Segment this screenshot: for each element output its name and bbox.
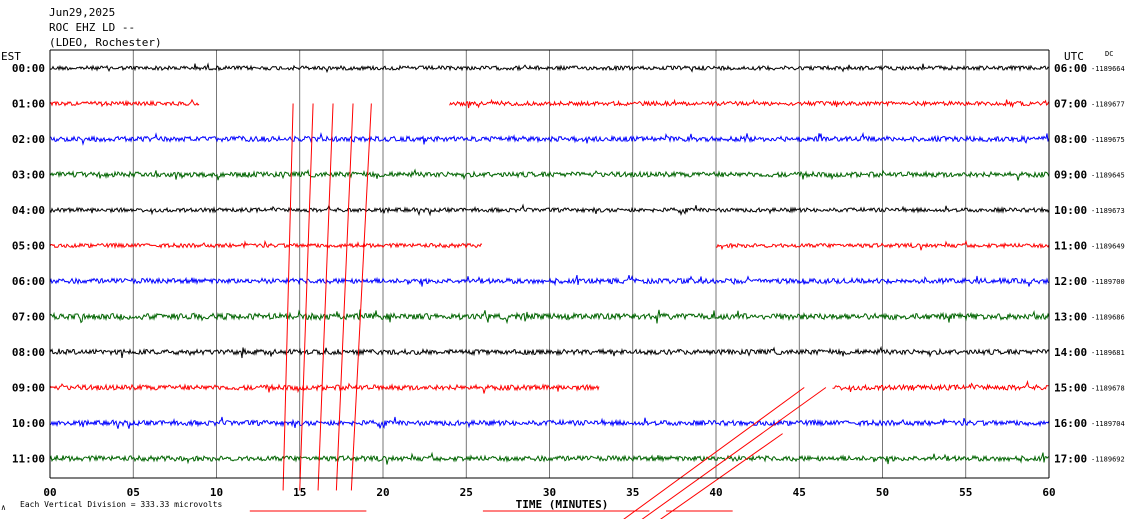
trace-0000-segment-0 <box>49 62 1050 74</box>
crossing-trace-4 <box>350 103 372 491</box>
est-label-0900: 09:00 <box>12 382 45 395</box>
utc-label-1200: 12:00 <box>1054 275 1087 288</box>
utc-label-1500: 15:00 <box>1054 382 1087 395</box>
trace-0500-segment-1 <box>715 239 1050 251</box>
utc-label-0900: 09:00 <box>1054 169 1087 182</box>
dc-offset-1000: -1189704 <box>1091 420 1125 428</box>
crossing-trace-5 <box>623 387 805 519</box>
seismic-traces <box>49 62 1050 465</box>
vertical-gridlines <box>132 50 967 478</box>
dc-offset-0900: -1189678 <box>1091 385 1125 393</box>
marker-glyph: ∧ <box>1 503 6 512</box>
crossing-traces <box>249 103 827 519</box>
trace-0600-segment-0 <box>49 274 1050 287</box>
left-timezone-label: EST <box>1 50 21 63</box>
crossing-trace-2 <box>317 103 334 491</box>
trace-0900-segment-0 <box>49 382 600 394</box>
x-tick-label-15: 15 <box>293 486 306 499</box>
crossing-trace-3 <box>335 103 354 491</box>
crossing-trace-6 <box>641 387 827 519</box>
est-label-0700: 07:00 <box>12 311 45 324</box>
utc-label-1000: 10:00 <box>1054 204 1087 217</box>
trace-0700-segment-0 <box>49 309 1050 325</box>
est-label-0300: 03:00 <box>12 169 45 182</box>
row-labels: 00:00 06:00 -1189664 01:00 07:00 -1189677 02:0… <box>12 62 1125 466</box>
utc-label-0700: 07:00 <box>1054 98 1087 111</box>
header-network: (LDEO, Rochester) <box>49 36 162 49</box>
x-tick-label-00: 00 <box>43 486 56 499</box>
trace-0100-segment-0 <box>49 98 200 108</box>
crossing-trace-1 <box>299 103 314 491</box>
dc-offset-0600: -1189700 <box>1091 278 1125 286</box>
utc-label-1400: 14:00 <box>1054 346 1087 359</box>
x-tick-label-25: 25 <box>460 486 473 499</box>
x-tick-label-50: 50 <box>876 486 889 499</box>
trace-0200-segment-0 <box>49 131 1050 146</box>
est-label-0800: 08:00 <box>12 346 45 359</box>
right-timezone-label: UTC <box>1064 50 1084 63</box>
x-tick-label-35: 35 <box>626 486 639 499</box>
utc-label-1700: 17:00 <box>1054 453 1087 466</box>
est-label-0000: 00:00 <box>12 62 45 75</box>
dc-offset-0700: -1189686 <box>1091 314 1125 322</box>
scale-note: Each Vertical Division = 333.33 microvol… <box>20 500 222 509</box>
utc-label-1300: 13:00 <box>1054 311 1087 324</box>
trace-1100-segment-0 <box>49 451 1050 465</box>
trace-0800-segment-0 <box>49 345 1050 359</box>
est-label-0600: 06:00 <box>12 275 45 288</box>
dc-offset-0300: -1189645 <box>1091 172 1125 180</box>
dc-offset-0000: -1189664 <box>1091 65 1125 73</box>
trace-0400-segment-0 <box>49 203 1050 217</box>
x-tick-label-60: 60 <box>1042 486 1055 499</box>
x-tick-label-05: 05 <box>127 486 140 499</box>
utc-label-1100: 11:00 <box>1054 240 1087 253</box>
x-tick-label-55: 55 <box>959 486 972 499</box>
x-tick-label-10: 10 <box>210 486 223 499</box>
utc-label-0600: 06:00 <box>1054 62 1087 75</box>
crossing-trace-7 <box>660 433 783 519</box>
est-label-0100: 01:00 <box>12 98 45 111</box>
est-label-1000: 10:00 <box>12 417 45 430</box>
trace-0900-segment-1 <box>832 379 1049 393</box>
dc-offset-0200: -1189675 <box>1091 136 1125 144</box>
header-date: Jun29,2025 <box>49 6 115 19</box>
est-label-0200: 02:00 <box>12 133 45 146</box>
x-tick-label-20: 20 <box>376 486 389 499</box>
x-tick-labels: 00 05 10 15 20 25 30 35 40 45 50 55 60 <box>43 486 1055 499</box>
trace-1000-segment-0 <box>49 416 1050 429</box>
utc-label-1600: 16:00 <box>1054 417 1087 430</box>
dc-offset-0800: -1189681 <box>1091 349 1125 357</box>
x-tick-label-30: 30 <box>543 486 556 499</box>
x-axis-label: TIME (MINUTES) <box>516 498 609 511</box>
dc-offset-1100: -1189692 <box>1091 456 1125 464</box>
est-label-1100: 11:00 <box>12 453 45 466</box>
header-station: ROC EHZ LD -- <box>49 21 135 34</box>
utc-label-0800: 08:00 <box>1054 133 1087 146</box>
dc-offset-0500: -1189649 <box>1091 243 1125 251</box>
x-tick-label-40: 40 <box>709 486 722 499</box>
dc-offset-0100: -1189677 <box>1091 101 1125 109</box>
x-tick-label-45: 45 <box>793 486 806 499</box>
trace-0500-segment-0 <box>49 239 483 250</box>
dc-offset-0400: -1189673 <box>1091 207 1125 215</box>
trace-0300-segment-0 <box>49 168 1050 181</box>
crossing-trace-0 <box>282 103 294 491</box>
est-label-0400: 04:00 <box>12 204 45 217</box>
est-label-0500: 05:00 <box>12 240 45 253</box>
dc-offset-header: DC <box>1105 50 1113 58</box>
trace-0100-segment-1 <box>449 98 1050 109</box>
